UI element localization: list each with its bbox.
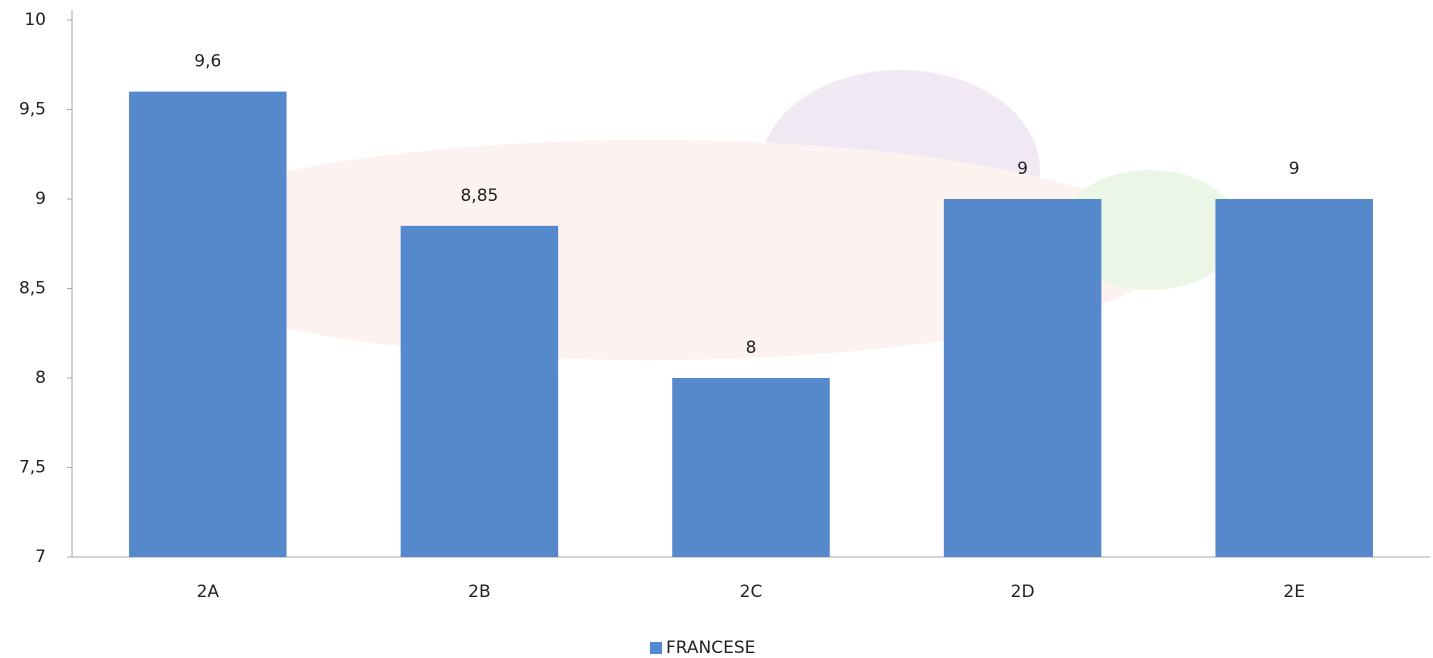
data-label: 9: [1017, 159, 1028, 179]
data-label: 8,85: [460, 186, 498, 206]
y-tick-label: 9: [35, 189, 46, 209]
data-label: 9: [1289, 159, 1300, 179]
y-tick-label: 10: [24, 10, 46, 30]
bar: [943, 199, 1102, 557]
legend-label: FRANCESE: [666, 638, 755, 658]
x-tick-label: 2E: [1283, 582, 1305, 602]
y-tick-label: 8: [35, 368, 46, 388]
x-tick-label: 2C: [740, 582, 763, 602]
x-tick-label: 2A: [197, 582, 220, 602]
legend-swatch: [650, 642, 662, 654]
x-tick-label: 2D: [1011, 582, 1035, 602]
watermark: [130, 70, 1240, 360]
y-tick-label: 7,5: [19, 458, 46, 478]
data-label: 8: [746, 338, 757, 358]
bar: [672, 378, 830, 557]
bar: [129, 91, 287, 557]
y-tick-label: 7: [35, 547, 46, 567]
y-tick-label: 9,5: [19, 100, 46, 120]
bar: [1215, 199, 1373, 557]
y-tick-label: 8,5: [19, 279, 46, 299]
bar: [400, 225, 559, 557]
data-label: 9,6: [194, 52, 221, 72]
x-tick-label: 2B: [468, 582, 490, 602]
